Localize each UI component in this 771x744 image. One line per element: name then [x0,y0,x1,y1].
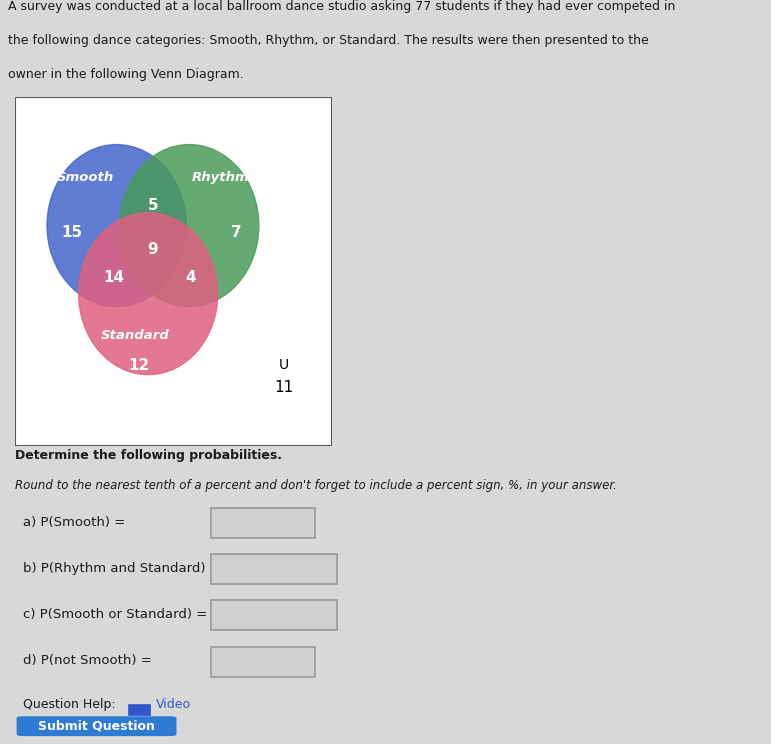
Text: U: U [279,359,289,373]
Text: Determine the following probabilities.: Determine the following probabilities. [15,449,282,462]
Text: Smooth: Smooth [56,171,113,185]
Text: 14: 14 [103,269,124,285]
FancyBboxPatch shape [211,508,315,538]
Text: A survey was conducted at a local ballroom dance studio asking 77 students if th: A survey was conducted at a local ballro… [8,0,675,13]
Text: Round to the nearest tenth of a percent and don't forget to include a percent si: Round to the nearest tenth of a percent … [15,479,618,492]
FancyBboxPatch shape [211,647,315,676]
Text: Video: Video [156,698,191,711]
Text: 11: 11 [274,380,294,395]
Text: 5: 5 [147,198,158,213]
Text: Rhythm: Rhythm [192,171,250,185]
Text: 9: 9 [147,242,158,257]
FancyBboxPatch shape [211,554,337,584]
Text: a) P(Smooth) =: a) P(Smooth) = [22,516,125,528]
Circle shape [47,144,186,307]
Text: d) P(not Smooth) =: d) P(not Smooth) = [22,654,151,667]
Circle shape [79,213,217,375]
FancyBboxPatch shape [17,716,177,736]
Text: 4: 4 [186,269,196,285]
Text: Standard: Standard [101,330,170,342]
FancyBboxPatch shape [211,600,337,630]
Text: Submit Question: Submit Question [38,719,155,733]
Circle shape [120,144,259,307]
Text: Question Help:: Question Help: [22,698,115,711]
Text: 12: 12 [128,358,150,373]
Text: 7: 7 [231,225,242,240]
Text: 15: 15 [62,225,82,240]
Text: the following dance categories: Smooth, Rhythm, or Standard. The results were th: the following dance categories: Smooth, … [8,34,648,47]
FancyBboxPatch shape [128,704,150,715]
Text: owner in the following Venn Diagram.: owner in the following Venn Diagram. [8,68,244,81]
Text: c) P(Smooth or Standard) =: c) P(Smooth or Standard) = [22,608,207,620]
Text: b) P(Rhythm and Standard) =: b) P(Rhythm and Standard) = [22,562,221,574]
